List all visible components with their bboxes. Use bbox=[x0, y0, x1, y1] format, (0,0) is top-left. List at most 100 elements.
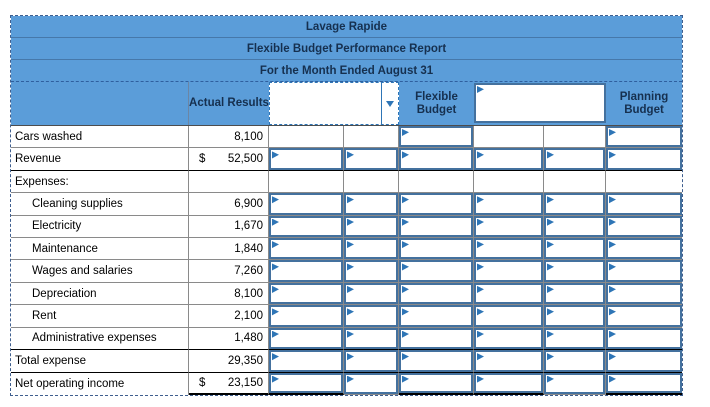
answer-input-cell[interactable] bbox=[399, 327, 473, 350]
answer-input-cell[interactable] bbox=[474, 215, 543, 238]
answer-cell bbox=[606, 215, 682, 239]
answer-flag-icon bbox=[609, 129, 616, 137]
answer-input-cell[interactable] bbox=[344, 305, 398, 327]
answer-input-cell[interactable] bbox=[544, 305, 605, 327]
answer-flag-icon bbox=[477, 308, 484, 316]
actual-amount: 8,100 bbox=[234, 287, 263, 300]
answer-input-cell[interactable] bbox=[544, 282, 605, 305]
answer-input-cell[interactable] bbox=[399, 126, 473, 148]
answer-cell bbox=[606, 372, 682, 395]
answer-input-cell[interactable] bbox=[474, 238, 543, 260]
row-label: Total expense bbox=[11, 350, 189, 373]
answer-input-cell[interactable] bbox=[606, 260, 682, 282]
answer-flag-icon bbox=[609, 241, 616, 249]
answer-input-cell[interactable] bbox=[399, 260, 473, 282]
row-label: Depreciation bbox=[11, 282, 189, 306]
answer-input-cell[interactable] bbox=[269, 372, 343, 393]
answer-flag-icon bbox=[609, 285, 616, 293]
answer-input-cell[interactable] bbox=[474, 305, 543, 327]
answer-input-cell[interactable] bbox=[544, 215, 605, 238]
answer-input-cell[interactable] bbox=[606, 350, 682, 372]
answer-cell bbox=[269, 215, 344, 239]
answer-flag-icon bbox=[547, 241, 554, 249]
answer-cell bbox=[474, 215, 544, 239]
answer-input-cell[interactable] bbox=[606, 282, 682, 305]
answer-input-cell[interactable] bbox=[399, 148, 473, 170]
answer-input-cell[interactable] bbox=[606, 148, 682, 170]
answer-input-cell[interactable] bbox=[344, 215, 398, 238]
answer-input-cell[interactable] bbox=[544, 260, 605, 282]
blank-cell bbox=[344, 126, 399, 149]
answer-input-cell[interactable] bbox=[344, 193, 398, 215]
answer-input-cell[interactable] bbox=[344, 260, 398, 282]
answer-flag-icon bbox=[547, 330, 554, 338]
actual-value-cell: $52,500 bbox=[189, 148, 269, 171]
actual-amount: 8,100 bbox=[234, 130, 263, 143]
answer-input-cell[interactable] bbox=[474, 327, 543, 350]
answer-input-cell[interactable] bbox=[399, 305, 473, 327]
answer-input-cell[interactable] bbox=[269, 305, 343, 327]
answer-input-cell[interactable] bbox=[544, 193, 605, 215]
row-label: Net operating income bbox=[11, 372, 189, 395]
answer-flag-icon bbox=[272, 308, 279, 316]
answer-input-cell[interactable] bbox=[399, 238, 473, 260]
answer-input-cell[interactable] bbox=[474, 372, 543, 393]
answer-input-cell[interactable] bbox=[269, 350, 343, 372]
row-label: Cars washed bbox=[11, 126, 189, 149]
answer-input-cell[interactable] bbox=[344, 148, 398, 170]
answer-flag-icon bbox=[347, 308, 354, 316]
answer-input-cell[interactable] bbox=[269, 260, 343, 282]
variance-column-dropdown[interactable] bbox=[269, 82, 399, 125]
answer-input-cell[interactable] bbox=[399, 282, 473, 305]
answer-input-cell[interactable] bbox=[606, 193, 682, 215]
answer-input-cell[interactable] bbox=[344, 327, 398, 350]
answer-input-cell[interactable] bbox=[474, 193, 543, 215]
answer-input-cell[interactable] bbox=[344, 372, 398, 394]
answer-input-cell[interactable] bbox=[544, 350, 605, 372]
answer-cell bbox=[474, 260, 544, 283]
answer-input-cell[interactable] bbox=[269, 148, 343, 170]
answer-input-cell[interactable] bbox=[544, 238, 605, 260]
answer-input-cell[interactable] bbox=[344, 282, 398, 305]
answer-cell bbox=[344, 260, 399, 283]
answer-flag-icon bbox=[402, 218, 409, 226]
answer-cell bbox=[399, 350, 474, 373]
answer-input-cell[interactable] bbox=[474, 148, 543, 170]
actual-value-cell: 2,100 bbox=[189, 305, 269, 328]
blank-cell bbox=[344, 170, 399, 194]
answer-input-cell[interactable] bbox=[399, 372, 473, 393]
answer-input-cell[interactable] bbox=[606, 305, 682, 327]
answer-cell bbox=[544, 215, 606, 239]
answer-input-cell[interactable] bbox=[399, 215, 473, 238]
answer-input-cell[interactable] bbox=[269, 238, 343, 260]
answer-input-cell[interactable] bbox=[399, 193, 473, 215]
dropdown-button[interactable] bbox=[381, 83, 398, 124]
answer-input-cell[interactable] bbox=[606, 238, 682, 260]
answer-input-cell[interactable] bbox=[474, 282, 543, 305]
answer-input-cell[interactable] bbox=[344, 350, 398, 372]
answer-cell bbox=[606, 327, 682, 351]
answer-input-cell[interactable] bbox=[606, 372, 682, 393]
activity-column-header-input-cell[interactable] bbox=[474, 83, 606, 123]
answer-input-cell[interactable] bbox=[606, 327, 682, 350]
actual-amount: 29,350 bbox=[227, 354, 263, 367]
answer-cell bbox=[399, 327, 474, 351]
answer-flag-icon bbox=[477, 353, 484, 361]
answer-input-cell[interactable] bbox=[269, 193, 343, 215]
answer-input-cell[interactable] bbox=[544, 327, 605, 350]
answer-input-cell[interactable] bbox=[544, 148, 605, 170]
answer-input-cell[interactable] bbox=[544, 372, 605, 394]
answer-input-cell[interactable] bbox=[606, 126, 682, 148]
actual-results-column-header: Actual Results bbox=[189, 97, 269, 109]
answer-input-cell[interactable] bbox=[269, 215, 343, 238]
answer-input-cell[interactable] bbox=[269, 327, 343, 350]
answer-input-cell[interactable] bbox=[474, 260, 543, 282]
answer-input-cell[interactable] bbox=[606, 215, 682, 238]
answer-input-cell[interactable] bbox=[269, 282, 343, 305]
answer-cell bbox=[269, 193, 344, 216]
answer-input-cell[interactable] bbox=[399, 350, 473, 372]
answer-input-cell[interactable] bbox=[474, 350, 543, 372]
answer-flag-icon bbox=[547, 151, 554, 159]
blank-cell bbox=[474, 126, 544, 149]
answer-input-cell[interactable] bbox=[344, 238, 398, 260]
